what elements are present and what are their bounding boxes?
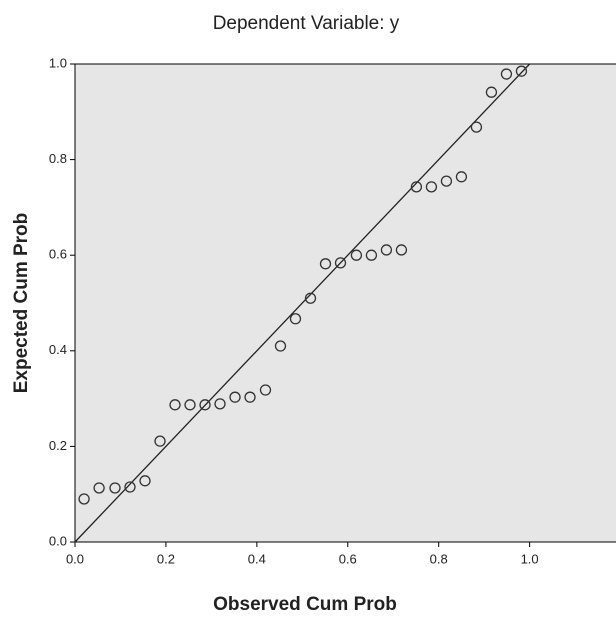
y-tick-label: 0.2 [49,438,67,453]
point [440,175,453,187]
point [350,249,363,261]
point [169,399,181,411]
x-tick-label: 0.8 [430,551,448,566]
chart-title: Dependent Variable: y [213,13,400,34]
point [78,493,90,505]
point [124,481,136,493]
point [229,391,241,403]
point [199,399,211,411]
plot-area [75,64,616,542]
x-tick-label: 0.2 [157,551,175,566]
point [304,292,317,304]
point [410,181,423,193]
y-tick-label: 1.0 [49,55,67,70]
point [289,313,302,325]
point [334,257,347,269]
x-tick-label: 0.0 [66,551,84,566]
point [455,171,468,183]
point [319,258,332,270]
x-tick-label: 0.6 [339,551,357,566]
reference-line [74,63,531,543]
point [500,68,513,80]
x-tick-label: 1.0 [521,551,539,566]
y-tick-label: 0.4 [49,342,67,357]
point [365,249,378,261]
x-axis-title: Observed Cum Prob [213,594,397,615]
point [154,435,166,447]
y-tick-label: 0.8 [49,151,67,166]
point [470,121,483,133]
point [93,482,105,494]
point [244,391,256,403]
point [274,340,287,352]
point [139,475,151,487]
y-axis-title: Expected Cum Prob [11,213,32,394]
x-tick-label: 0.4 [248,551,266,566]
point [425,181,438,193]
point [485,86,498,98]
y-tick-label: 0.0 [49,533,67,548]
point [184,399,196,411]
point [395,244,408,256]
point [380,244,393,256]
point [214,398,226,410]
point [515,65,528,77]
y-tick-label: 0.6 [49,247,67,262]
point [109,482,121,494]
point [259,384,272,396]
